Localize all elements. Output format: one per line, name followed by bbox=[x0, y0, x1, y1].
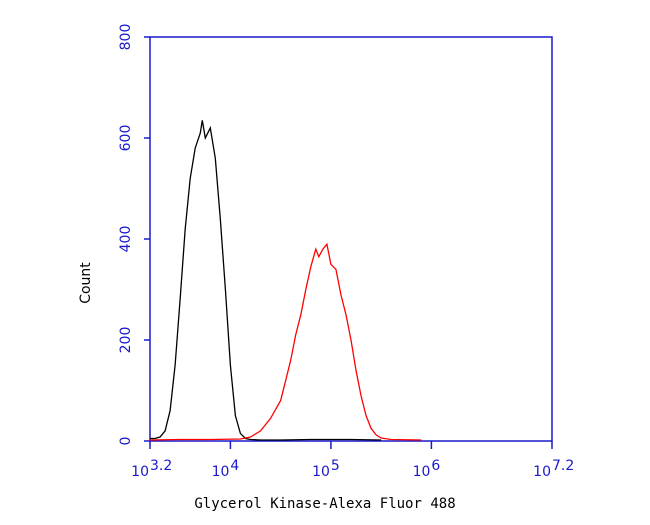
histogram-line bbox=[149, 242, 422, 441]
x-tick-exponent: 6 bbox=[431, 458, 440, 474]
y-tick-label: 200 bbox=[118, 327, 134, 354]
x-tick-exponent: 3.2 bbox=[150, 458, 172, 474]
x-tick-base: 10 bbox=[312, 464, 330, 480]
y-axis-label: Count bbox=[78, 262, 94, 304]
plot-frame bbox=[149, 36, 553, 442]
x-tick-exponent: 5 bbox=[331, 458, 340, 474]
x-tick-base: 10 bbox=[413, 464, 431, 480]
y-tick-label: 800 bbox=[118, 24, 134, 51]
y-tick-label: 600 bbox=[118, 125, 134, 152]
x-tick-base: 10 bbox=[131, 464, 149, 480]
histogram-line bbox=[150, 120, 382, 441]
y-tick-label: 400 bbox=[118, 226, 134, 253]
x-tick-base: 10 bbox=[212, 464, 230, 480]
y-tick-label: 0 bbox=[118, 437, 134, 446]
x-tick-exponent: 4 bbox=[230, 458, 239, 474]
x-tick-base: 10 bbox=[533, 464, 551, 480]
x-axis-label: Glycerol Kinase-Alexa Fluor 488 bbox=[194, 496, 455, 512]
x-tick-exponent: 7.2 bbox=[552, 458, 574, 474]
